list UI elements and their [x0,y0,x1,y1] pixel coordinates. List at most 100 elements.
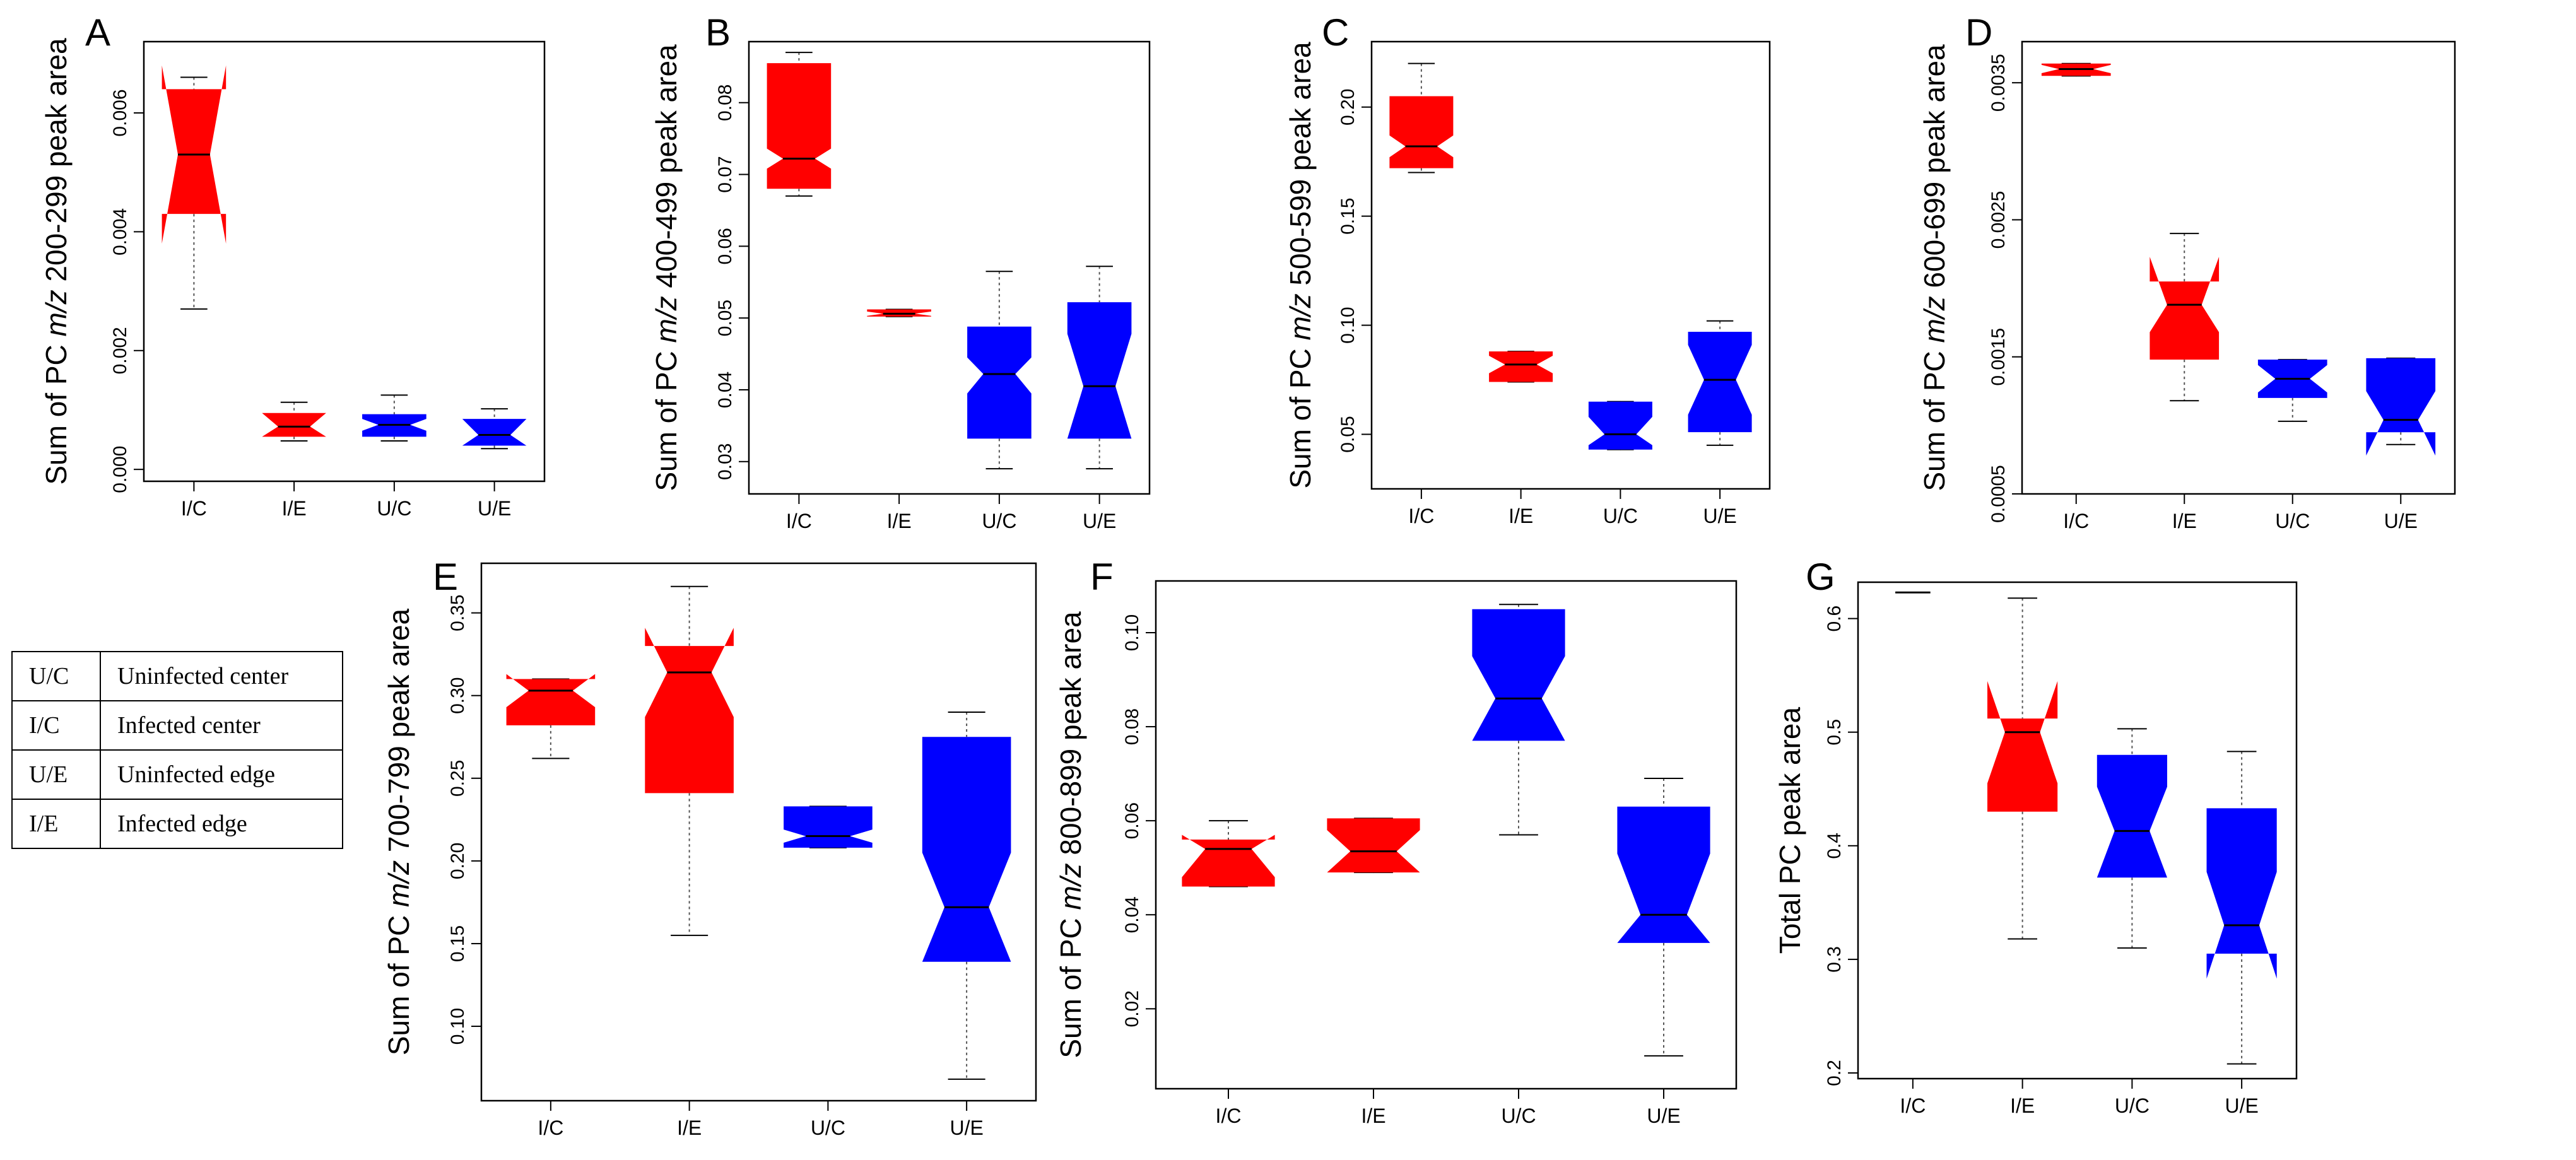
y-tick-label: 0.5 [1824,719,1845,746]
notched-box [767,63,832,189]
y-axis-title-part: m/z [1054,863,1087,910]
box-i-e [867,308,931,317]
legend-description: Uninfected edge [100,749,343,800]
panel-e: E Sum of PC m/z 700-799 peak area 0.10 0.15… [382,556,1037,1139]
x-tick-label: I/E [1361,1104,1385,1127]
x-tick-label: I/C [1216,1104,1242,1127]
notched-box [1617,806,1710,943]
box-i-c [2041,62,2111,77]
legend-description: Uninfected center [100,651,343,701]
plot-frame [748,40,1151,495]
x-tick-label: I/E [2172,510,2197,532]
box-i-c [162,65,226,310]
y-tick-label: 0.35 [447,594,468,631]
x-tick-label: I/E [282,497,307,520]
y-axis-title-part: 800-899 peak area [1054,611,1087,863]
notched-box [462,419,527,446]
plot-frame [1155,580,1738,1090]
panel-letter: G [1806,556,1835,598]
y-tick-label: 0.10 [447,1008,468,1045]
x-tick-label: I/E [887,510,912,532]
box-u-e [462,408,527,450]
notched-box [262,413,326,437]
plot-frame [480,562,1037,1102]
plot-frame [1370,40,1771,490]
y-tick-label: 0.20 [447,843,468,879]
y-tick-label: 0.06 [1122,802,1143,839]
notched-box [1182,835,1275,887]
y-tick-label: 0.10 [1338,307,1358,343]
legend-row: U/E Uninfected edge [11,749,343,800]
legend-code: I/C [11,700,101,751]
y-tick-label: 0.0035 [1988,54,2009,112]
box-u-e [2206,751,2277,1065]
panel-letter: B [705,11,731,54]
box-u-c [967,271,1032,470]
y-tick-label: 0.6 [1824,606,1845,632]
y-axis-title-part: m/z [1918,296,1951,343]
y-tick-label: 0.2 [1824,1060,1845,1086]
box-i-e [262,401,326,442]
y-tick-label: 0.0015 [1988,328,2009,386]
x-tick-label: U/E [950,1116,983,1139]
y-tick-label: 0.000 [110,446,131,493]
y-tick-label: 0.05 [715,300,736,336]
y-tick-label: 0.002 [110,327,131,374]
y-axis-title-part: Sum of PC [1054,910,1087,1058]
x-tick-label: I/E [677,1116,702,1139]
x-tick-label: I/E [1509,505,1533,527]
notched-box [1688,332,1752,433]
notched-box [967,326,1032,439]
box-i-e [2150,233,2220,402]
panel-letter: E [433,556,458,598]
panel-a: A Sum of PC m/z 200-299 peak area 0.000 0.0… [40,11,546,520]
y-tick-label: 0.20 [1338,89,1358,126]
y-tick-label: 0.0025 [1988,191,2009,249]
y-tick-label: 0.02 [1122,990,1143,1027]
x-tick-label: U/C [1603,505,1638,527]
x-tick-label: U/E [1647,1104,1680,1127]
y-tick-label: 0.15 [1338,197,1358,234]
box-i-e [1489,351,1553,383]
y-axis-title-part: 500-599 peak area [1284,42,1317,293]
plot-frame [2021,40,2456,495]
y-axis-title-part: Sum of PC [1918,343,1951,491]
y-axis-title-part: 200-299 peak area [40,38,73,290]
y-axis-title-part: Sum of PC [382,907,415,1055]
box-u-e [1688,320,1752,446]
x-tick-label: U/C [377,497,411,520]
panel-d: D Sum of PC m/z 600-699 peak area 0.0005 0.… [1918,11,2456,532]
box-i-e [645,585,734,936]
y-axis-title: Total PC peak area [1773,706,1806,954]
y-axis-title: Sum of PC m/z 800-899 peak area [1054,611,1087,1058]
box-u-c [2097,728,2167,949]
y-axis-title-part: 600-699 peak area [1918,44,1951,296]
notched-box [1389,96,1454,168]
legend-description: Infected center [100,700,343,751]
box-i-c [506,674,596,759]
y-axis-title-part: m/z [1284,293,1317,340]
y-tick-label: 0.006 [110,89,131,136]
notched-box [784,806,873,848]
y-tick-label: 0.15 [447,925,468,962]
y-axis-title: Sum of PC m/z 200-299 peak area [40,38,73,485]
box-u-c [784,806,873,848]
y-tick-label: 0.08 [1122,708,1143,745]
x-tick-label: U/C [2115,1094,2150,1117]
box-u-e [922,711,1011,1080]
notched-box [1327,818,1420,873]
y-axis-title: Sum of PC m/z 700-799 peak area [382,608,415,1055]
notched-box [645,628,734,794]
notched-box [1588,401,1652,450]
y-tick-label: 0.004 [110,208,131,255]
notched-box [506,674,596,725]
panel-letter: F [1090,556,1114,598]
y-axis-title-part: Total PC peak area [1773,706,1806,954]
group-legend-table: U/C Uninfected center I/C Infected cente… [11,651,343,849]
y-axis-title-part: m/z [40,290,73,336]
box-i-c [1182,820,1275,888]
panel-b: B Sum of PC m/z 400-499 peak area 0.03 0.04… [650,11,1151,532]
y-axis-title-part: Sum of PC [1284,340,1317,488]
x-tick-label: I/C [538,1116,563,1139]
